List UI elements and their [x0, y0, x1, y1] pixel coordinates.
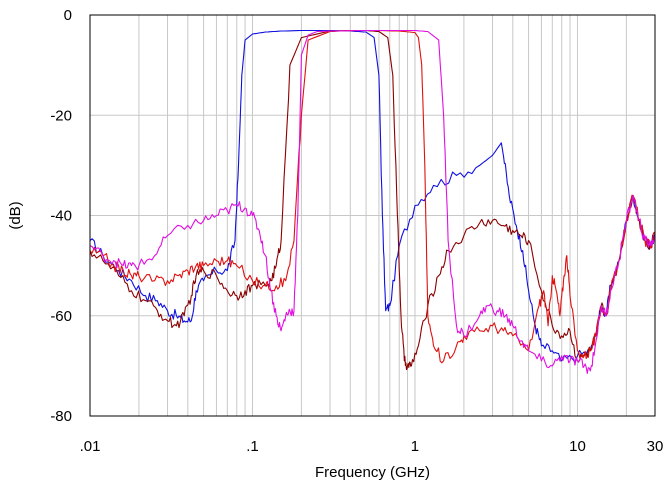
- y-tick-label: 0: [64, 7, 72, 24]
- y-tick-label: -80: [50, 408, 72, 425]
- x-tick-label: .1: [246, 438, 259, 455]
- series-line-4: [89, 29, 656, 374]
- y-tick-label: -20: [50, 107, 72, 124]
- series-line-2: [89, 29, 656, 371]
- x-axis-label: Frequency (GHz): [315, 464, 430, 481]
- plot-frame: [89, 14, 656, 417]
- x-tick-label: .01: [80, 438, 101, 455]
- y-axis-label: (dB): [7, 201, 24, 229]
- y-tick-label: -40: [50, 208, 72, 225]
- series-line-3: [89, 29, 656, 364]
- x-tick-label: 30: [647, 438, 664, 455]
- x-tick-label: 1: [411, 438, 419, 455]
- x-tick-label: 10: [569, 438, 586, 455]
- y-tick-label: -60: [50, 308, 72, 325]
- series-layer: [89, 29, 656, 374]
- tick-labels: .01 .1 1 10 30 0 -20 -40 -60 -80: [50, 7, 663, 455]
